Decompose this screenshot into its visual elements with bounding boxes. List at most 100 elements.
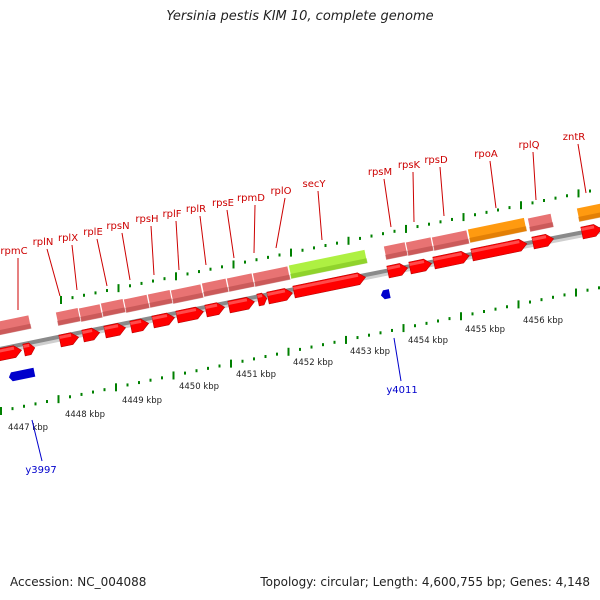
- coordinate-label: 4448 kbp: [65, 410, 105, 420]
- tick-mark: [106, 289, 108, 293]
- tick-mark: [589, 189, 591, 193]
- tick-mark: [299, 347, 301, 351]
- tick-mark: [379, 331, 382, 335]
- gene-arrow-gloss: [386, 264, 401, 271]
- tick-layer: [0, 286, 600, 415]
- tick-mark: [313, 246, 315, 250]
- tick-mark: [462, 213, 465, 222]
- gene-arrow-shape: [408, 258, 432, 275]
- cds-block: [382, 241, 409, 261]
- gene-arrow-gloss: [204, 303, 218, 310]
- cds-shade: [228, 281, 255, 292]
- tick-mark: [497, 208, 499, 212]
- tick-mark: [345, 335, 347, 344]
- cds-block: [77, 303, 104, 323]
- coordinate-label: 4452 kbp: [293, 358, 333, 368]
- gene-label: rpoA: [474, 149, 498, 160]
- gene-label-leader: [46, 248, 61, 297]
- tick-mark: [117, 284, 120, 293]
- gene-arrow: [227, 296, 255, 314]
- cds-shade: [57, 316, 81, 326]
- coordinate-label: 4451 kbp: [236, 370, 276, 380]
- tick-mark: [405, 224, 407, 233]
- tick-mark: [416, 225, 419, 229]
- coordinate-label: 4447 kbp: [8, 423, 48, 433]
- tick-mark: [540, 298, 543, 302]
- gene-arrow-gloss: [22, 343, 30, 349]
- gene-arrow: [256, 292, 268, 307]
- tick-mark: [71, 296, 74, 300]
- cds-blocks: [0, 201, 600, 337]
- coordinate-label: 4454 kbp: [408, 336, 448, 346]
- gene-label: rplN: [33, 237, 54, 248]
- tick-mark: [301, 248, 304, 252]
- cds-shade: [125, 303, 150, 313]
- tick-mark: [336, 241, 338, 245]
- tick-mark: [598, 286, 600, 290]
- tick-mark: [92, 390, 94, 394]
- tick-mark: [347, 236, 350, 245]
- tick-mark: [57, 395, 60, 404]
- gene-label-leader: [317, 190, 323, 241]
- gene-arrow-gloss: [470, 240, 520, 254]
- tick-mark: [425, 321, 428, 325]
- tick-mark: [402, 324, 405, 333]
- gene-label: rpmC: [0, 246, 27, 257]
- tick-mark: [586, 288, 589, 292]
- cds-shade: [102, 307, 126, 317]
- gene-arrow: [129, 318, 150, 334]
- gene-arrow: [580, 224, 600, 240]
- gene-arrow-gloss: [81, 329, 93, 335]
- tick-mark: [94, 291, 97, 295]
- marker-leader: [393, 337, 402, 382]
- genome-summary-text: Topology: circular; Length: 4,600,755 bp…: [260, 575, 590, 589]
- cds-shade: [80, 312, 103, 322]
- gene-label: rplQ: [518, 140, 539, 151]
- tick-mark: [80, 392, 83, 396]
- gene-arrow-gloss: [256, 294, 263, 299]
- secy-highlight-block: [287, 248, 369, 280]
- marker-leader: [31, 419, 43, 462]
- cds-shade: [203, 286, 229, 297]
- marker-arrow: [8, 367, 36, 382]
- tick-mark: [129, 284, 131, 288]
- gene-arrow-gloss: [0, 346, 15, 354]
- gene-label: secY: [303, 179, 327, 190]
- tick-mark: [0, 407, 2, 415]
- tick-mark: [11, 407, 14, 411]
- coordinate-labels: 4447 kbp 4448 kbp 4449 kbp 4450 kbp 4451 kbp…: [8, 316, 563, 433]
- tick-mark: [520, 201, 522, 210]
- gene-arrow-gloss: [292, 273, 359, 291]
- cds-shade: [469, 226, 528, 243]
- gene-arrow: [0, 345, 22, 362]
- cds-block: [54, 307, 82, 327]
- tick-mark: [267, 255, 269, 259]
- coordinate-label: 4449 kbp: [122, 396, 162, 406]
- gene-arrow: [151, 312, 175, 329]
- gene-arrow: [531, 233, 555, 250]
- tick-mark: [566, 194, 568, 198]
- gene-arrow-gloss: [432, 252, 463, 262]
- gene-arrow-gloss: [580, 225, 595, 232]
- cds-block: [225, 272, 256, 293]
- gene-arrow-gloss: [408, 260, 425, 267]
- gene-arrow: [386, 263, 409, 279]
- tick-mark: [172, 371, 175, 380]
- gene-arrow: [470, 238, 528, 262]
- tick-mark: [103, 388, 106, 392]
- cds-block: [0, 314, 32, 337]
- gene-arrow: [408, 258, 432, 275]
- tick-mark: [543, 199, 545, 203]
- cds-shade: [529, 222, 554, 232]
- tick-mark: [126, 383, 129, 387]
- tick-mark: [241, 359, 244, 363]
- gene-label: rpsK: [398, 160, 421, 171]
- cds-block: [200, 277, 230, 298]
- tick-mark: [552, 295, 554, 299]
- tick-mark: [290, 248, 292, 257]
- gene-arrow: [204, 302, 226, 318]
- gene-label: rpmD: [237, 193, 265, 204]
- tick-mark: [276, 352, 278, 356]
- gene-arrow-gloss: [531, 235, 547, 242]
